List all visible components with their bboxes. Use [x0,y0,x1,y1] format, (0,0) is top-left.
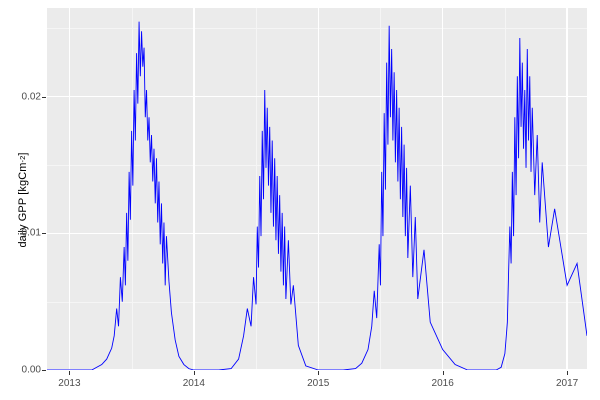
gridline-major-vertical [566,8,568,370]
x-axis-tick-mark [442,371,444,375]
y-axis-tick-label: 0.00 [21,364,41,376]
gridline-major-vertical [317,8,319,370]
gridline-minor-vertical [256,8,257,370]
gridline-minor-vertical [380,8,382,370]
y-axis-tick-mark [42,233,46,235]
gridline-major-horizontal [47,232,587,235]
y-axis-tick-label: 0.02 [21,91,41,103]
gridline-minor-horizontal [47,28,587,30]
y-axis-tick-labels: 0.00 0.01 0.02 [0,0,41,400]
gridline-major-vertical [68,8,71,370]
x-axis-tick-label: 2017 [555,378,579,389]
x-axis-tick-label: 2013 [58,378,81,389]
x-axis-tick-mark [318,371,320,375]
gridline-major-vertical [441,8,444,370]
x-axis-tick-label: 2015 [307,378,330,389]
plot-panel [47,8,587,370]
gridline-major-horizontal [47,96,587,98]
gridline-minor-horizontal [47,165,587,166]
y-axis-tick-mark [42,370,46,371]
y-axis-tick-mark [42,96,46,98]
gridline-major-vertical [193,8,195,370]
y-axis-tick-label: 0.01 [21,227,41,239]
x-axis-tick-label: 2014 [182,378,205,389]
gridline-minor-vertical [504,8,506,370]
x-axis-tick-label: 2016 [431,378,454,389]
x-axis-tick-mark [193,371,195,375]
x-axis-tick-mark [69,371,71,375]
series-line-daily-gpp [47,22,587,370]
x-axis-tick-mark [567,371,569,375]
data-series-layer [47,8,587,370]
gridline-minor-vertical [131,8,133,370]
gridline-minor-horizontal [47,301,587,303]
